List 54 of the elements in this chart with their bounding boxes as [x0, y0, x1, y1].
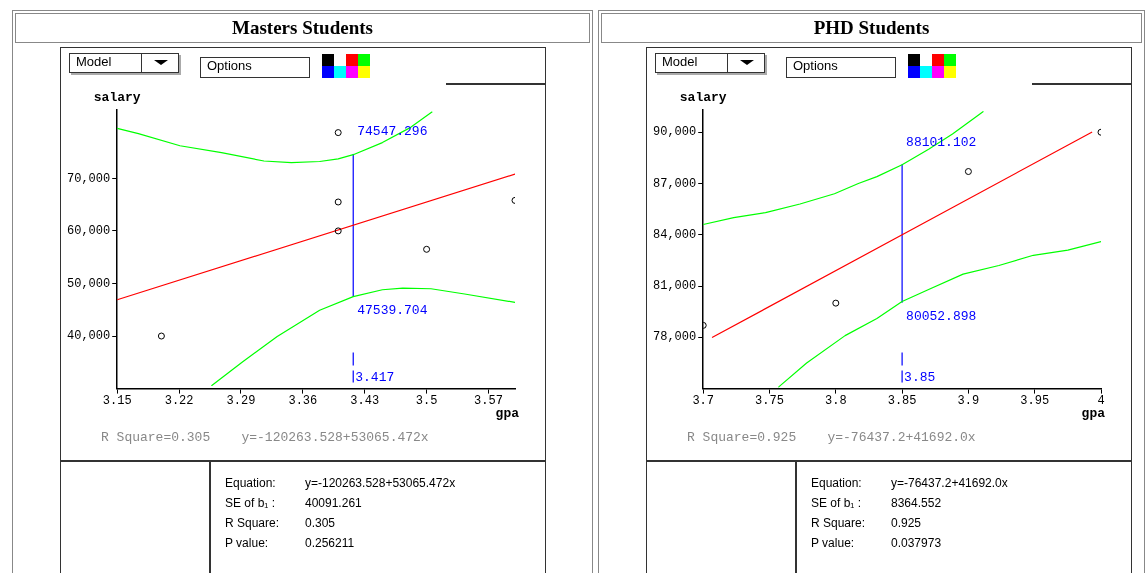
text: SE of b₁ : 8364.552 [811, 496, 942, 510]
x-tick-label: 4 [1097, 393, 1105, 408]
x-tick-label: 3.29 [226, 393, 256, 408]
y-tick-label: 50,000 [66, 276, 111, 291]
x-tick-label: 3.75 [755, 393, 784, 408]
point [832, 299, 840, 307]
text: R Square=0.305 y=-120263.528+53065.472x [101, 430, 429, 445]
text: Equation: y=-76437.2+41692.0x [811, 476, 1008, 490]
y-tick-label: 40,000 [66, 329, 111, 344]
x-tick-label: 3.43 [350, 393, 380, 408]
point [423, 245, 431, 253]
text: Equation: y=-120263.528+53065.472x [225, 476, 456, 490]
text: SE of b₁ : 40091.261 [225, 496, 362, 510]
annotation: 3.85 [904, 369, 936, 385]
x-tick-label: 3.36 [288, 393, 318, 408]
x-tick-label: 3.7 [692, 393, 715, 408]
x-axis-title: gpa [1081, 406, 1106, 422]
y-tick-label: 70,000 [66, 171, 111, 186]
model-dropdown: Model [69, 53, 179, 73]
point [964, 168, 972, 176]
data-label: 80052.898 [906, 309, 977, 325]
y-tick-label: 78,000 [652, 330, 697, 345]
options-button: Options [786, 57, 896, 78]
chart-title: Masters Students [15, 13, 590, 43]
x-tick-label: 3.57 [474, 393, 503, 408]
y-axis-title: salary [679, 89, 727, 105]
x-tick-label: 3.22 [164, 393, 194, 408]
options-button: Options [200, 57, 310, 78]
point [334, 227, 342, 235]
x-tick-label: 3.95 [1020, 393, 1050, 408]
y-axis-title: salary [93, 89, 141, 105]
text: P value: 0.037973 [811, 536, 942, 550]
y-tick-label: 90,000 [652, 125, 697, 140]
x-tick-label: 3.9 [957, 393, 980, 408]
point [334, 198, 342, 206]
x-tick-label: 3.8 [825, 393, 847, 408]
y-tick-label: 84,000 [652, 227, 697, 242]
text: R Square=0.925 y=-76437.2+41692.0x [687, 430, 976, 445]
point [157, 332, 165, 340]
chart-title: PHD Students [601, 13, 1142, 43]
y-tick-label: 81,000 [652, 279, 697, 294]
x-tick-label: 3.5 [415, 393, 438, 408]
point [334, 129, 342, 137]
text: P value: 0.256211 [225, 536, 355, 550]
y-tick-label: 87,000 [652, 176, 697, 191]
text: R Square: 0.305 [225, 516, 336, 530]
y-tick-label: 60,000 [66, 224, 111, 239]
data-label: 47539.704 [357, 303, 428, 319]
annotation: 3.417 [355, 369, 395, 385]
x-tick-label: 3.15 [102, 393, 132, 408]
x-axis-title: gpa [495, 406, 520, 422]
model-dropdown: Model [655, 53, 765, 73]
x-tick-label: 3.85 [887, 393, 917, 408]
text: R Square: 0.925 [811, 516, 922, 530]
